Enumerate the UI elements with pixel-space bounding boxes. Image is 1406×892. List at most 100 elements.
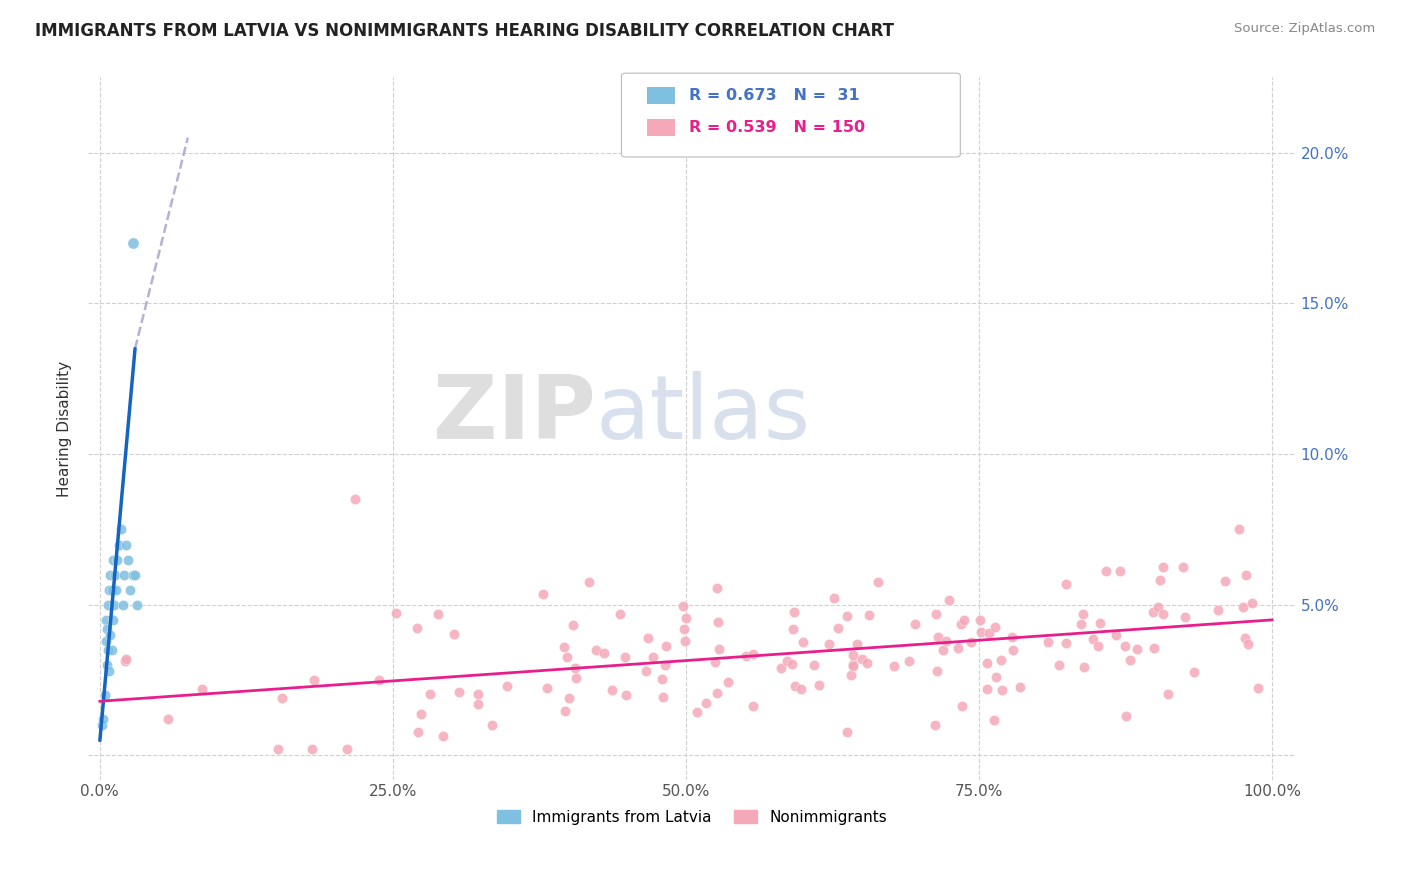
Point (841, 657, 863, 672)
Point (984, 670, 1007, 684)
Point (1146, 599, 1168, 614)
Point (818, 637, 841, 651)
Point (1002, 643, 1025, 657)
Point (1152, 607, 1174, 621)
Point (883, 658, 905, 673)
Point (858, 608, 880, 623)
Point (1227, 523, 1250, 537)
Point (120, 582, 142, 597)
Point (742, 698, 765, 713)
Point (443, 627, 465, 641)
Point (925, 607, 948, 621)
Point (769, 660, 792, 674)
Point (561, 618, 583, 632)
Point (706, 581, 728, 595)
Point (742, 647, 765, 661)
Point (432, 729, 454, 743)
Point (898, 654, 921, 668)
Point (114, 654, 136, 668)
Point (112, 598, 135, 612)
Point (845, 637, 868, 651)
Point (121, 236, 143, 251)
Point (191, 681, 214, 696)
Point (1213, 574, 1236, 588)
Point (97, 643, 120, 657)
Point (866, 575, 889, 590)
Point (1010, 680, 1032, 694)
Point (827, 621, 849, 635)
Point (411, 706, 433, 721)
Point (114, 537, 136, 551)
Point (1105, 628, 1128, 642)
Point (344, 492, 367, 507)
Point (408, 725, 430, 739)
Point (927, 630, 949, 644)
Point (935, 634, 957, 648)
Point (643, 649, 665, 664)
Point (717, 675, 740, 690)
Point (385, 606, 408, 620)
Point (105, 582, 128, 597)
Point (101, 552, 124, 566)
Point (578, 574, 600, 589)
Point (614, 688, 637, 702)
Point (124, 567, 146, 582)
Point (704, 655, 727, 669)
Point (107, 552, 129, 566)
Point (531, 587, 554, 601)
Point (93, 688, 115, 702)
Point (783, 605, 806, 619)
Point (107, 537, 129, 551)
Point (336, 742, 359, 756)
Point (950, 699, 973, 714)
Point (1142, 605, 1164, 619)
Point (553, 640, 575, 654)
Point (100, 582, 122, 597)
Point (785, 679, 807, 693)
Point (1240, 596, 1263, 610)
Point (856, 656, 879, 670)
Legend: Immigrants from Latvia, Nonimmigrants: Immigrants from Latvia, Nonimmigrants (496, 810, 887, 824)
Point (1234, 632, 1257, 646)
Point (110, 523, 132, 537)
Point (114, 567, 136, 582)
Point (98, 582, 121, 597)
Point (1054, 576, 1077, 591)
Point (467, 697, 489, 711)
Point (96, 658, 118, 673)
Point (983, 714, 1005, 728)
Text: ZIP: ZIP (433, 371, 595, 458)
Point (792, 634, 814, 648)
Point (654, 658, 676, 673)
Point (367, 673, 389, 687)
Point (938, 592, 960, 607)
Point (839, 668, 862, 682)
Text: atlas: atlas (595, 371, 810, 458)
Point (1081, 632, 1104, 646)
Point (654, 639, 676, 653)
Point (970, 624, 993, 639)
Point (1070, 617, 1092, 632)
Point (593, 646, 616, 660)
Point (983, 620, 1005, 634)
Point (932, 643, 955, 657)
Point (634, 664, 657, 678)
Y-axis label: Hearing Disability: Hearing Disability (58, 360, 72, 497)
Point (103, 598, 125, 612)
Point (1143, 641, 1166, 656)
Point (564, 660, 586, 674)
Point (1095, 564, 1118, 578)
Point (823, 591, 845, 605)
Point (1036, 635, 1059, 649)
Text: R = 0.673   N =  31: R = 0.673 N = 31 (689, 88, 859, 103)
Point (1234, 567, 1257, 582)
Point (842, 648, 865, 662)
Point (1126, 642, 1149, 657)
Point (536, 681, 558, 696)
Point (673, 633, 696, 648)
Point (1054, 636, 1077, 650)
Point (94, 634, 117, 648)
Point (946, 640, 969, 655)
Point (1149, 574, 1171, 588)
Point (672, 599, 695, 613)
